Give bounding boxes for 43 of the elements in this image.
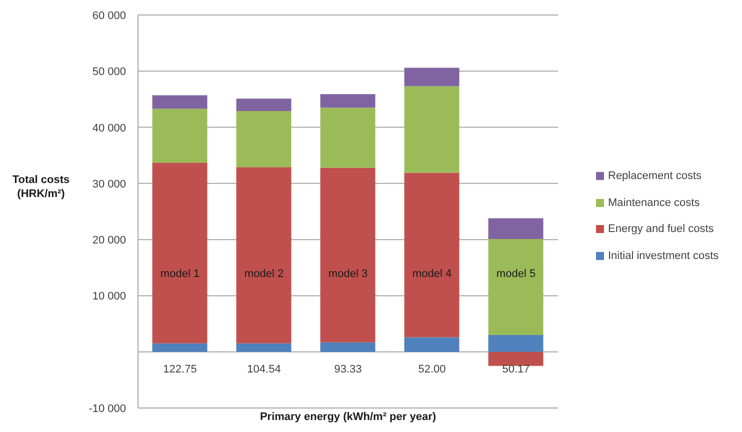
x-tick-label: 93.33 — [334, 364, 362, 376]
bar — [236, 343, 292, 352]
bar — [152, 162, 208, 344]
y-tick-label: 30 000 — [92, 178, 126, 190]
bar — [152, 95, 208, 109]
x-tick-label: 50.17 — [502, 364, 530, 376]
bar — [236, 111, 292, 168]
bar — [488, 352, 544, 366]
bar — [152, 108, 208, 163]
y-tick-label: 20 000 — [92, 234, 126, 247]
bar — [488, 218, 544, 240]
x-tick-label: 122.75 — [163, 364, 197, 376]
bar — [404, 337, 460, 352]
annotation: model 1 — [160, 268, 200, 280]
annotation: model 5 — [496, 268, 536, 280]
bar — [404, 172, 460, 338]
bar — [152, 343, 208, 352]
annotation: model 4 — [412, 268, 452, 280]
y-tick-label: 10 000 — [92, 290, 126, 303]
bar — [320, 342, 376, 352]
legend-label: Initial investment costs — [608, 250, 719, 262]
bar — [320, 94, 376, 108]
bar — [488, 239, 544, 336]
x-axis-title: Primary energy (kWh/m² per year) — [258, 411, 438, 423]
y-axis-title: Total costs (HRK/m²) — [11, 173, 71, 201]
y-tick-label: 50 000 — [92, 66, 126, 78]
bar — [320, 108, 376, 168]
annotation: model 2 — [244, 268, 284, 280]
x-tick-label: 104.54 — [247, 364, 281, 376]
bar — [488, 335, 544, 352]
bar — [236, 167, 292, 344]
y-tick-label: 40 000 — [92, 122, 126, 134]
legend-label: Maintenance costs — [608, 196, 700, 209]
bar — [320, 168, 376, 342]
legend-label: Energy and fuel costs — [608, 223, 714, 236]
bar — [236, 98, 292, 112]
x-tick-label: 52.00 — [418, 364, 446, 376]
annotation: model 3 — [328, 268, 368, 280]
y-tick-label: -10 000 — [88, 403, 126, 415]
y-tick-label: 60 000 — [92, 10, 126, 22]
legend-label: Replacement costs — [608, 170, 702, 182]
bar — [404, 86, 460, 173]
bar — [404, 68, 460, 86]
